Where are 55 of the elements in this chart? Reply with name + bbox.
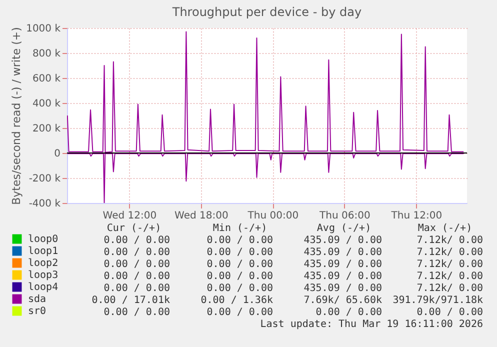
text: 0.00 / 0.00 (104, 307, 170, 318)
legend-label: loop3 (28, 270, 58, 281)
y-tick-label: 400 k (32, 98, 61, 110)
y-tick-label: -200 k (28, 174, 61, 184)
x-tick-label: Thu 12:00 (390, 210, 442, 222)
y-tick-label: 800 k (32, 48, 61, 60)
text: 435.09 / 0.00 (304, 271, 382, 282)
legend-label: loop1 (28, 246, 58, 257)
text: 7.12k/ 0.00 (416, 283, 483, 294)
text: 0.00 / 0.00 (206, 247, 273, 258)
text: Last update: Thu Mar 19 16:11:00 2026 (260, 319, 483, 330)
legend-label: sda (28, 294, 46, 305)
text: 0.00 / 0.00 (206, 235, 273, 246)
legend-label: loop0 (28, 234, 58, 245)
y-tick-label: 600 k (32, 74, 61, 84)
x-tick-label: Thu 06:00 (318, 210, 370, 222)
text: Min (-/+) (212, 223, 268, 234)
text: 0.00 / 0.00 (104, 259, 170, 270)
text: 0.00 / 0.00 (206, 283, 273, 294)
text: 7.69k/ 65.60k (304, 295, 382, 306)
text: 435.09 / 0.00 (304, 247, 382, 258)
legend-label: loop2 (28, 258, 58, 269)
y-tick-label: -400 k (28, 198, 61, 210)
text: 0.00 / 1.36k (200, 295, 273, 306)
text: 0.00 / 0.00 (104, 235, 170, 246)
text: 0.00 / 0.00 (206, 271, 273, 282)
text: 0.00 / 0.00 (316, 307, 382, 318)
text: 391.79k/971.18k (392, 295, 483, 306)
text: Avg (-/+) (316, 223, 372, 234)
y-axis-title: Bytes/second read (-) / write (+) (10, 27, 24, 205)
text: 7.12k/ 0.00 (416, 271, 483, 282)
y-tick-label: 1000 k (26, 24, 61, 34)
text: 7.12k/ 0.00 (416, 235, 483, 246)
y-tick-label: 0 (54, 148, 60, 160)
text: 0.00 / 0.00 (206, 307, 273, 318)
text: 7.12k/ 0.00 (416, 259, 483, 270)
text: Cur (-/+) (106, 223, 162, 234)
x-tick-label: Wed 12:00 (102, 210, 157, 222)
chart-title: Throughput per device - by day (171, 5, 362, 19)
y-tick-label: 200 k (32, 124, 61, 134)
x-tick-label: Thu 00:00 (246, 210, 299, 222)
text: 0.00 / 0.00 (104, 283, 170, 294)
legend-label: loop4 (28, 282, 58, 293)
text: Max (-/+) (418, 223, 472, 234)
text: 0.00 / 0.00 (104, 271, 170, 282)
text: 435.09 / 0.00 (304, 283, 382, 294)
x-tick-label: Wed 18:00 (174, 210, 228, 222)
text: 7.12k/ 0.00 (416, 247, 483, 258)
text: 0.00 / 0.00 (104, 247, 170, 258)
text: 0.00 / 0.00 (416, 307, 483, 318)
text: 0.00 / 17.01k (92, 295, 170, 306)
text: 435.09 / 0.00 (304, 235, 382, 246)
text: 435.09 / 0.00 (304, 259, 382, 270)
legend-label: sr0 (28, 306, 46, 317)
text: 0.00 / 0.00 (206, 259, 273, 270)
